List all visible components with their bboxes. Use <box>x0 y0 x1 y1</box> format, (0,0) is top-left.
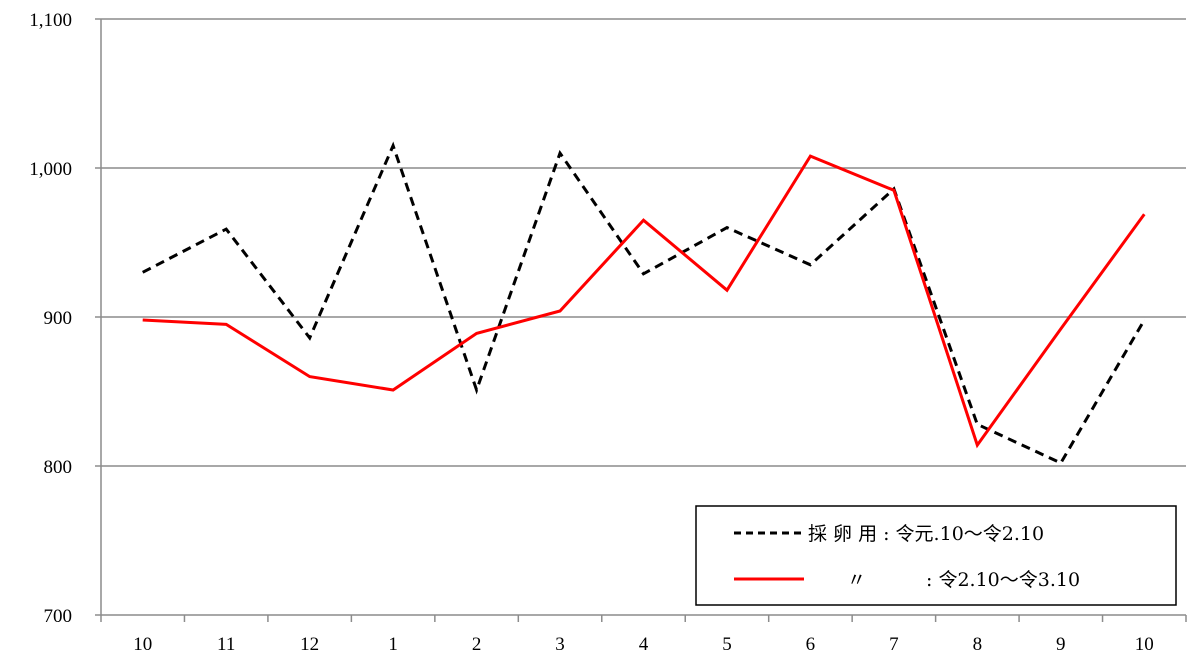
x-tick-label-10: 8 <box>973 634 983 655</box>
x-tick-label-5: 3 <box>555 634 565 655</box>
y-tick-label-800: 800 <box>44 457 73 478</box>
x-tick-label-11: 9 <box>1056 634 1066 655</box>
legend-label-series-1: 採 卵 用 : 令元.10～令2.10 <box>808 523 1044 545</box>
x-tick-label-3: 1 <box>388 634 398 655</box>
x-tick-label-4: 2 <box>472 634 482 655</box>
grid-lines <box>101 18 1186 467</box>
legend-box <box>695 505 1177 606</box>
y-tick-label-900: 900 <box>44 308 73 329</box>
x-tick-label-2: 12 <box>300 634 319 655</box>
legend-label-series-2: : 令2.10～令3.10 <box>926 569 1080 591</box>
legend-ditto-mark: 〃 <box>847 569 866 591</box>
x-tick-label-8: 6 <box>806 634 816 655</box>
x-tick-label-0: 10 <box>133 634 152 655</box>
series-lines <box>142 141 1146 465</box>
x-tick-label-12: 10 <box>1135 634 1154 655</box>
x-tick-label-6: 4 <box>639 634 649 655</box>
x-tick-label-1: 11 <box>217 634 235 655</box>
y-tick-label-1000: 1,000 <box>29 159 72 180</box>
x-tick-label-9: 7 <box>889 634 899 655</box>
series-line-2 <box>142 154 1146 449</box>
series-line-1 <box>142 141 1146 465</box>
x-tick-label-7: 5 <box>722 634 732 655</box>
y-tick-label-1100: 1,100 <box>29 10 72 31</box>
y-tick-label-700: 700 <box>44 606 73 627</box>
legend: 採 卵 用 : 令元.10～令2.10 〃 : 令2.10～令3.10 <box>695 505 1177 606</box>
